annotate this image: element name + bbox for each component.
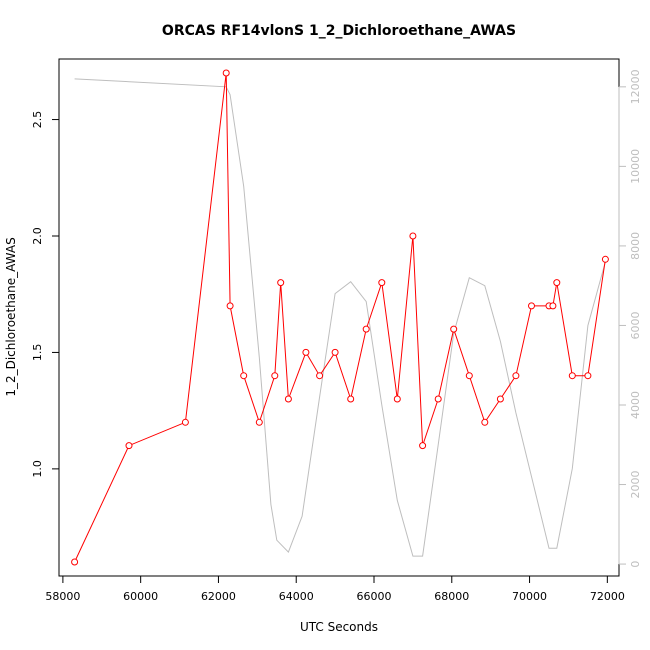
data-point (302, 348, 310, 356)
data-point (331, 348, 339, 356)
data-point (226, 302, 234, 310)
data-point (409, 232, 417, 240)
y2-axis: 0 2000 4000 6000 8000 10000 12000 (618, 69, 642, 568)
y2-tick-label: 6000 (629, 311, 642, 339)
y2-tick-label: 8000 (629, 232, 642, 260)
data-point (450, 325, 458, 333)
x-tick-label: 72000 (590, 590, 625, 603)
data-point (316, 372, 324, 380)
x-tick-label: 60000 (123, 590, 158, 603)
data-point (496, 395, 504, 403)
data-point (528, 302, 535, 310)
data-point (601, 255, 609, 263)
x-axis-label: UTC Seconds (300, 620, 378, 634)
data-point (277, 279, 285, 287)
x-axis: 58000 60000 62000 64000 66000 68000 70000 72000 (45, 575, 625, 603)
x-tick-label: 64000 (279, 590, 314, 603)
data-point (255, 418, 263, 426)
x-tick-label: 66000 (357, 590, 392, 603)
data-point (419, 442, 427, 450)
data-point (347, 395, 355, 403)
data-point (434, 395, 442, 403)
data-point (549, 302, 557, 310)
data-point (568, 372, 576, 380)
data-point (284, 395, 292, 403)
data-point (181, 418, 189, 426)
left-axis-series-line (74, 72, 606, 563)
right-axis-series-line (74, 78, 606, 557)
data-point (240, 372, 248, 380)
y2-tick-label: 12000 (629, 69, 642, 104)
data-point (512, 372, 520, 380)
data-point (71, 558, 79, 566)
y-tick-label: 2.0 (31, 227, 44, 245)
y-axis-label: 1_2_Dichloroethane_AWAS (4, 237, 18, 396)
x-tick-label: 70000 (512, 590, 547, 603)
y2-tick-label: 10000 (629, 149, 642, 184)
x-tick-label: 58000 (45, 590, 80, 603)
data-point (465, 372, 473, 380)
right-axis-series-layer (74, 78, 606, 557)
left-axis-series-layer (71, 69, 609, 566)
data-point (584, 372, 592, 380)
data-point (222, 69, 230, 77)
data-point (481, 418, 489, 426)
plot-frame (58, 58, 620, 577)
y2-tick-label: 4000 (629, 391, 642, 419)
data-point (553, 279, 561, 287)
data-point (393, 395, 401, 403)
x-tick-label: 62000 (201, 590, 236, 603)
y-tick-label: 1.0 (31, 460, 44, 478)
y-axis: 1.0 1.5 2.0 2.5 (31, 111, 60, 478)
chart-title: ORCAS RF14vlonS 1_2_Dichloroethane_AWAS (162, 23, 516, 39)
data-point (362, 325, 370, 333)
data-point (378, 279, 386, 287)
x-tick-label: 68000 (434, 590, 469, 603)
data-point (271, 372, 279, 380)
data-point (125, 442, 133, 450)
y2-tick-label: 2000 (629, 471, 642, 499)
y2-tick-label: 0 (629, 561, 642, 568)
y-tick-label: 1.5 (31, 344, 44, 362)
y-tick-label: 2.5 (31, 111, 44, 129)
